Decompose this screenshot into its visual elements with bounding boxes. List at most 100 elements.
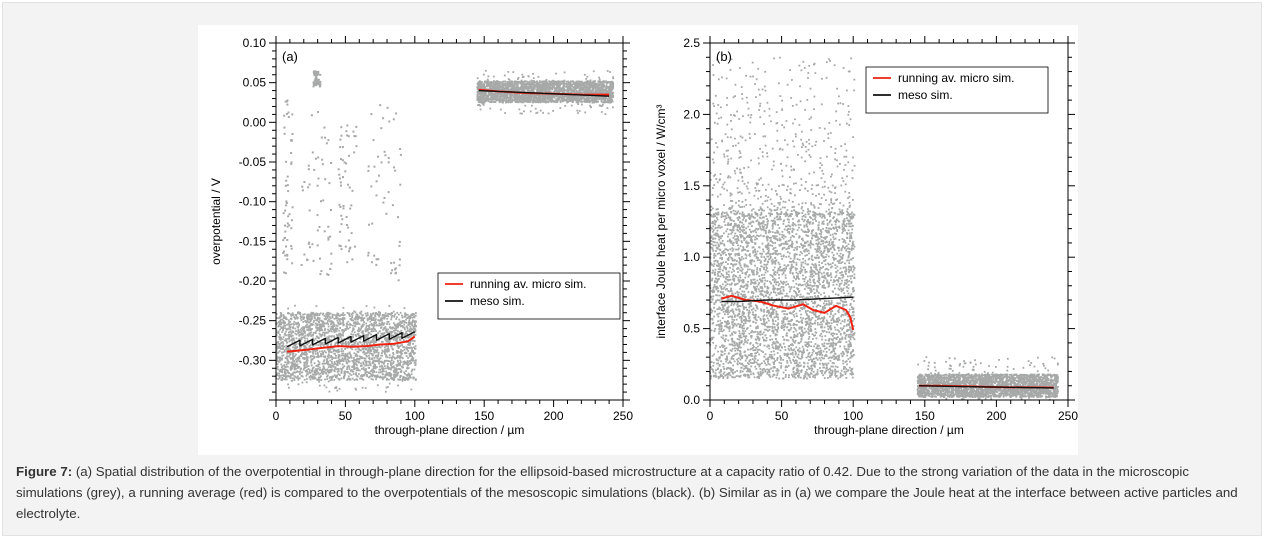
scatter-point	[393, 322, 395, 325]
scatter-point	[327, 336, 330, 339]
scatter-point	[369, 364, 372, 367]
scatter-point	[349, 370, 352, 372]
scatter-point	[284, 371, 286, 374]
scatter-point	[478, 100, 481, 103]
scatter-point	[363, 323, 365, 326]
scatter-point	[503, 96, 506, 99]
scatter-point	[327, 356, 330, 359]
scatter-point	[526, 88, 528, 90]
scatter-point	[401, 316, 404, 319]
scatter-point	[411, 339, 413, 342]
scatter-point	[328, 330, 331, 332]
scatter-point	[289, 317, 292, 320]
scatter-point	[285, 334, 287, 337]
scatter-point	[299, 340, 302, 343]
scatter-point	[501, 81, 503, 84]
scatter-point	[521, 82, 524, 85]
scatter-point	[276, 374, 279, 377]
scatter-point	[298, 338, 301, 340]
scatter-point	[541, 80, 543, 83]
scatter-point	[413, 340, 416, 342]
scatter-point	[326, 358, 328, 361]
scatter-point	[284, 332, 286, 335]
scatter-point	[402, 366, 404, 369]
scatter-point	[414, 379, 417, 381]
scatter-point	[359, 356, 362, 359]
scatter-point	[486, 99, 489, 102]
scatter-point	[570, 97, 573, 100]
scatter-point	[370, 317, 372, 320]
scatter-point	[398, 331, 401, 333]
scatter-point	[526, 83, 529, 86]
scatter-point	[595, 101, 598, 104]
scatter-point	[306, 317, 309, 319]
scatter-point	[315, 369, 318, 371]
scatter-point	[310, 331, 312, 334]
scatter-point	[371, 346, 374, 349]
scatter-point	[377, 353, 380, 356]
scatter-point	[397, 364, 400, 366]
scatter-point	[387, 366, 389, 368]
scatter-point	[367, 354, 370, 357]
scatter-point	[481, 92, 483, 95]
scatter-point	[296, 323, 298, 326]
scatter-point	[499, 88, 502, 91]
scatter-point	[546, 84, 549, 87]
scatter-point	[345, 360, 348, 363]
scatter-point	[362, 330, 364, 333]
scatter-point	[364, 336, 366, 339]
scatter-point	[565, 86, 568, 88]
scatter-point	[498, 82, 501, 85]
scatter-point	[577, 91, 580, 94]
scatter-point	[592, 70, 595, 73]
scatter-point	[358, 361, 360, 364]
scatter-point	[562, 99, 564, 102]
scatter-point	[536, 81, 538, 83]
scatter-point	[359, 365, 362, 367]
scatter-point	[529, 90, 532, 93]
scatter-point	[352, 344, 355, 347]
scatter-point	[374, 319, 377, 322]
scatter-point	[347, 341, 350, 343]
scatter-point	[290, 374, 292, 377]
scatter-point	[353, 359, 355, 361]
scatter-point	[366, 375, 368, 378]
scatter-point	[377, 351, 380, 354]
scatter-point	[415, 312, 417, 314]
scatter-point	[336, 389, 339, 392]
scatter-point	[606, 82, 609, 84]
scatter-point	[288, 331, 290, 334]
scatter-point	[411, 349, 413, 351]
scatter-point	[370, 340, 373, 342]
scatter-point	[392, 348, 394, 351]
scatter-point	[329, 312, 332, 315]
scatter-point	[355, 369, 358, 372]
scatter-point	[358, 315, 361, 318]
scatter-point	[536, 86, 539, 89]
scatter-point	[608, 85, 610, 88]
scatter-point	[387, 312, 389, 315]
scatter-point	[526, 86, 529, 88]
scatter-point	[387, 373, 390, 376]
scatter-point	[580, 96, 582, 99]
scatter-point	[310, 344, 312, 346]
scatter-point	[281, 378, 284, 380]
scatter-point	[333, 336, 336, 339]
scatter-point	[393, 337, 396, 340]
scatter-point	[294, 327, 297, 330]
scatter-point	[408, 342, 410, 344]
scatter-point	[524, 84, 527, 87]
scatter-point	[384, 312, 387, 315]
scatter-point	[285, 347, 288, 350]
scatter-point	[290, 315, 293, 317]
scatter-point	[342, 314, 345, 317]
scatter-point	[311, 317, 313, 320]
scatter-point	[279, 334, 281, 336]
scatter-point	[374, 313, 377, 315]
scatter-point	[597, 97, 600, 99]
scatter-point	[352, 333, 355, 336]
scatter-point	[486, 94, 488, 97]
scatter-point	[289, 326, 292, 328]
scatter-point	[337, 359, 340, 362]
scatter-point	[521, 93, 524, 96]
